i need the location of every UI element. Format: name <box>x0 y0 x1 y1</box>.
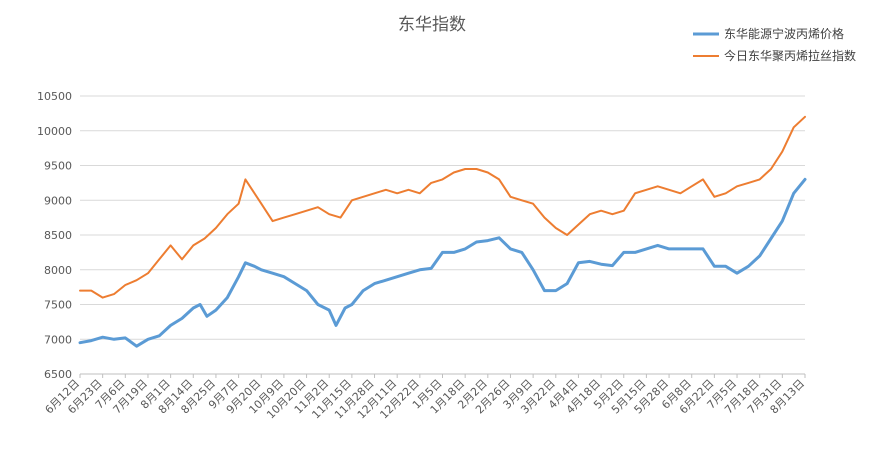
y-tick-label: 9500 <box>44 160 72 173</box>
series-lines <box>78 115 807 348</box>
y-tick-label: 7000 <box>44 333 72 346</box>
x-axis-ticks: 6月12日6月23日7月6日7月19日8月1日8月14日8月25日9月7日9月2… <box>43 374 807 421</box>
gridlines <box>80 95 805 375</box>
y-tick-label: 10000 <box>37 125 72 138</box>
series-line-1 <box>78 177 807 348</box>
y-tick-label: 6500 <box>44 368 72 381</box>
y-tick-label: 8000 <box>44 264 72 277</box>
y-tick-label: 9000 <box>44 194 72 207</box>
series-line-2 <box>79 115 806 299</box>
y-tick-label: 10500 <box>37 90 72 103</box>
legend-label-2: 今日东华聚丙烯拉丝指数 <box>724 48 856 63</box>
chart-title: 东华指数 <box>398 15 466 35</box>
y-axis-ticks: 6500 7000 7500 8000 8500 9000 9500 10000 10500 <box>37 90 72 381</box>
y-tick-label: 7500 <box>44 299 72 312</box>
legend-label-1: 东华能源宁波丙烯价格 <box>724 26 844 41</box>
y-tick-label: 8500 <box>44 229 72 242</box>
